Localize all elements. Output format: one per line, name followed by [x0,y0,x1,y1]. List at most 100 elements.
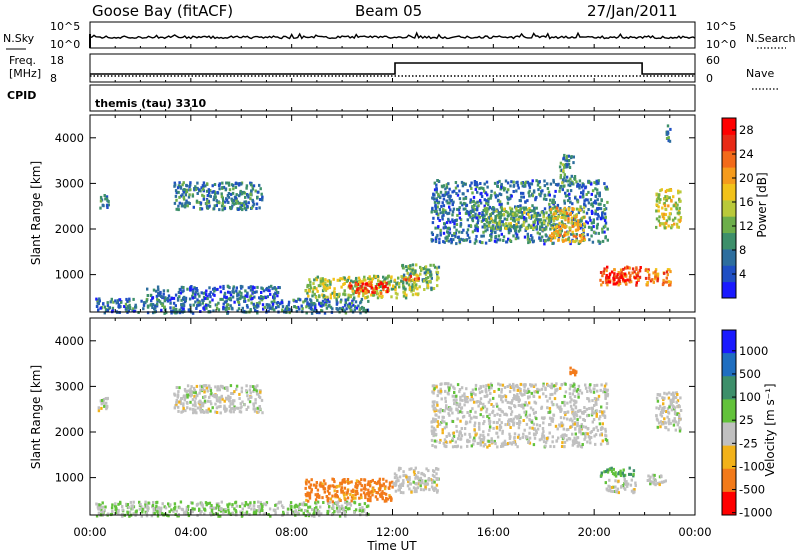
data-cell [523,216,526,219]
data-cell [238,397,241,400]
data-cell [458,388,462,391]
data-cell [582,425,585,429]
data-cell [106,304,110,308]
data-cell [597,214,600,218]
data-cell [310,490,313,494]
data-cell [525,415,529,419]
data-cell [528,207,531,210]
data-cell [604,429,607,433]
data-cell [372,288,375,292]
data-cell [592,225,595,229]
data-cell [378,294,381,298]
data-cell [412,470,416,474]
data-cell [207,188,210,192]
data-cell [563,445,566,449]
data-cell [105,195,109,199]
data-cell [376,296,380,300]
data-cell [371,478,374,482]
data-cell [482,230,485,234]
data-cell [229,296,232,300]
data-cell [368,492,371,496]
data-cell [485,394,488,398]
data-cell [509,386,512,389]
data-cell [426,268,429,272]
data-cell [565,232,569,236]
data-cell [226,503,229,507]
data-cell [364,289,367,293]
data-cell [443,438,447,442]
data-cell [575,235,578,239]
data-cell [590,234,593,238]
data-cell [247,286,250,290]
data-cell [501,431,504,435]
data-cell [664,221,668,225]
data-cell [509,401,512,405]
data-cell [492,206,495,209]
data-cell [219,509,223,513]
data-cell [107,203,110,207]
data-cell [425,276,428,280]
data-cell [183,295,186,299]
data-cell [543,221,546,225]
data-cell [479,413,482,417]
data-cell [598,417,601,421]
data-cell [189,407,192,411]
data-cell [217,405,220,409]
data-cell [538,388,541,392]
data-cell [549,227,552,231]
data-cell [181,290,184,294]
data-cell [151,303,155,306]
data-cell [666,195,669,199]
data-cell [479,201,483,205]
data-cell [448,413,451,417]
data-cell [320,301,323,305]
data-cell [562,239,565,243]
data-cell [166,299,170,303]
data-cell [567,237,570,241]
data-cell [174,194,178,198]
data-cell [509,406,512,410]
data-cell [433,445,437,449]
data-cell [550,382,553,386]
data-cell [580,432,583,436]
data-cell [481,440,485,444]
data-cell [606,227,609,231]
data-cell [598,422,602,426]
data-cell [256,285,259,289]
data-cell [343,276,346,280]
data-cell [439,387,442,391]
data-cell [500,390,503,394]
data-cell [561,213,564,217]
data-cell [324,278,327,282]
data-cell [595,383,599,387]
data-cell [393,476,397,480]
data-cell [665,280,669,284]
data-cell [433,409,436,413]
data-cell [593,404,596,407]
data-cell [489,382,493,386]
data-cell [516,205,520,208]
data-cell [332,485,336,489]
data-cell [146,287,149,291]
data-cell [555,225,559,229]
data-cell [679,190,682,194]
data-cell [478,391,482,395]
data-cell [473,415,476,419]
data-cell [451,218,454,222]
data-cell [442,184,446,188]
data-cell [236,297,239,301]
data-cell [249,192,252,196]
data-cell [311,294,314,298]
data-cell [601,274,604,278]
data-cell [581,192,585,196]
data-cell [516,445,519,449]
data-cell [266,295,269,299]
data-cell [170,508,173,512]
data-cell [535,179,538,183]
data-cell [235,406,238,410]
data-cell [544,444,547,448]
data-cell [595,402,598,406]
data-cell [509,418,512,421]
data-cell [275,287,278,291]
